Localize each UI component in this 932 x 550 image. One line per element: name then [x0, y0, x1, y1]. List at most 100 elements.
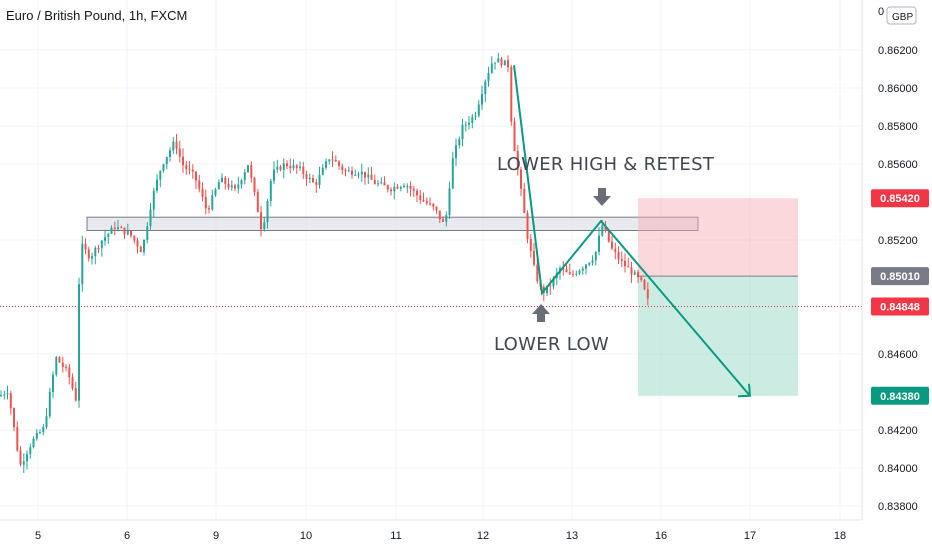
annotation-lower-low[interactable]: LOWER LOW: [494, 334, 609, 355]
candle-body: [74, 388, 77, 401]
resistance-zone[interactable]: [86, 216, 699, 231]
candle-body: [497, 58, 500, 63]
price-tag-label: 0.85010: [880, 271, 920, 283]
candle-body: [100, 240, 103, 249]
candle-body: [315, 182, 318, 185]
candle-body: [52, 374, 54, 392]
chart-grid: [0, 0, 862, 520]
candle-body: [136, 240, 139, 247]
currency-badge[interactable]: GBP: [886, 6, 917, 25]
candle-body: [510, 67, 513, 122]
candle-body: [373, 179, 376, 185]
arrow-up-icon[interactable]: [532, 304, 550, 322]
candle-body: [422, 200, 425, 202]
candle-body: [351, 170, 353, 175]
candle-body: [48, 391, 51, 417]
candle-body: [549, 285, 552, 287]
annotations-layer: LOWER HIGH & RETEST LOWER LOW: [494, 154, 715, 355]
candle-body: [377, 183, 379, 185]
candle-body: [468, 122, 470, 125]
candle-body: [461, 124, 464, 140]
y-tick-label: 0.85200: [878, 235, 918, 247]
price-axis[interactable]: 0.83800 0.84000 0.84200 0.84600 0.85200 0.856…: [861, 0, 918, 520]
candle-body: [347, 170, 350, 172]
candle-body: [299, 166, 301, 168]
candle-body: [321, 167, 324, 175]
candle-body: [146, 226, 149, 240]
candle-body: [240, 180, 243, 185]
candle-body: [308, 178, 311, 179]
candle-body: [29, 447, 32, 455]
candle-body: [292, 165, 295, 169]
candle-body: [84, 243, 87, 250]
candle-body: [13, 408, 15, 427]
arrow-down-icon[interactable]: [593, 188, 611, 206]
candle-body: [617, 251, 620, 260]
y-tick-label: 0.85600: [878, 159, 918, 171]
candle-body: [295, 165, 298, 168]
candle-body: [484, 81, 487, 94]
candle-body: [65, 366, 67, 368]
candle-body: [175, 141, 178, 149]
price-tag[interactable]: 0.85420: [871, 189, 929, 208]
y-tick-label-top: 0: [878, 6, 884, 18]
stop-loss-zone[interactable]: [638, 198, 798, 277]
candle-body: [533, 251, 535, 265]
annotation-lower-high[interactable]: LOWER HIGH & RETEST: [497, 154, 715, 175]
candle-body: [269, 180, 272, 201]
candle-body: [214, 189, 217, 196]
candle-body: [289, 166, 292, 169]
y-tick-label: 0.85800: [878, 121, 918, 133]
candle-body: [341, 165, 344, 171]
candle-body: [399, 187, 402, 189]
candle-body: [565, 269, 568, 273]
candle-body: [22, 461, 25, 465]
candle-body: [42, 427, 45, 433]
candle-body: [458, 139, 461, 146]
swing-line[interactable]: [513, 65, 751, 397]
candle-body: [9, 393, 12, 409]
candle-body: [445, 215, 448, 222]
candle-body: [143, 239, 145, 252]
candle-body: [367, 174, 370, 178]
candle-body: [516, 151, 519, 170]
price-tag[interactable]: 0.84380: [871, 386, 929, 405]
candle-body: [403, 186, 405, 187]
candle-body: [159, 170, 162, 180]
price-tag[interactable]: 0.84848: [871, 297, 929, 316]
candle-body: [594, 251, 597, 261]
zones-layer: [86, 198, 798, 396]
candle-body: [529, 239, 532, 251]
candle-body: [204, 197, 207, 209]
time-axis[interactable]: 5 6 9 10 11 12 13 16 17 18: [0, 519, 862, 542]
candle-body: [110, 227, 113, 234]
candle-body: [526, 213, 529, 239]
candle-body: [45, 416, 48, 428]
candle-body: [386, 185, 389, 190]
candle-body: [572, 274, 574, 275]
candle-body: [16, 427, 19, 451]
candle-body: [412, 188, 415, 191]
price-tag-bg: [871, 189, 929, 208]
candle-body: [357, 174, 360, 176]
candle-body: [624, 260, 626, 267]
candle-body: [344, 170, 347, 172]
candle-body: [646, 289, 649, 299]
candle-body: [575, 273, 578, 275]
candle-body: [396, 186, 399, 189]
price-tag[interactable]: 0.85010: [871, 267, 929, 286]
candle-body: [162, 164, 165, 171]
candle-body: [520, 169, 522, 189]
candle-body: [370, 174, 373, 180]
candle-body: [354, 174, 357, 176]
price-tag-label: 0.84380: [880, 391, 920, 403]
candle-body: [464, 124, 467, 126]
candle-body: [425, 201, 428, 204]
candle-body: [627, 266, 630, 268]
candle-body: [500, 58, 503, 66]
swing-path: [513, 65, 752, 398]
candle-body: [607, 230, 610, 242]
candle-body: [438, 210, 441, 220]
y-tick-label: 0.84000: [878, 463, 918, 475]
